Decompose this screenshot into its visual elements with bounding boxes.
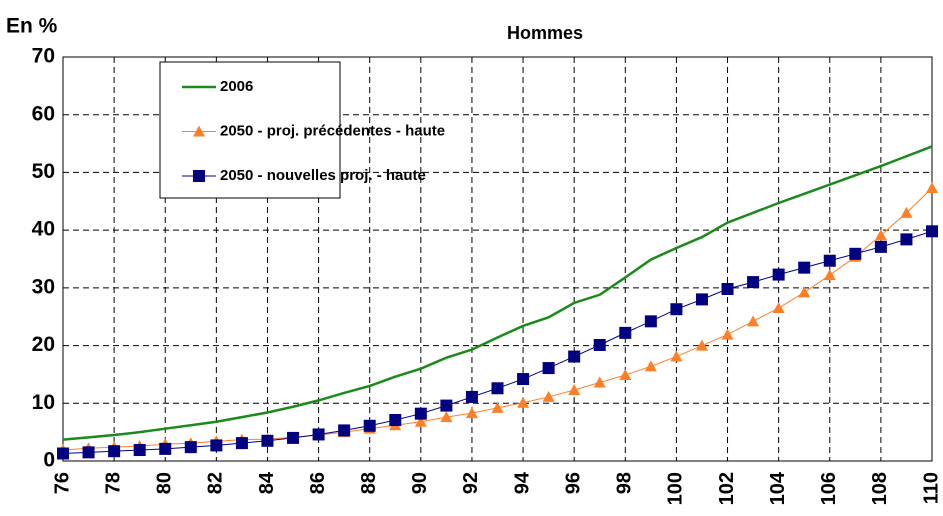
x-tick-label: 92 (460, 472, 482, 494)
square-marker (695, 293, 708, 306)
triangle-marker (721, 328, 734, 340)
chart-title: Hommes (507, 23, 583, 43)
triangle-marker (465, 407, 478, 419)
triangle-marker (593, 376, 606, 388)
square-marker (465, 390, 478, 403)
square-marker (133, 444, 146, 457)
triangle-marker (900, 206, 913, 218)
x-tick-label: 94 (511, 471, 533, 494)
x-tick-label: 84 (256, 471, 278, 494)
square-marker (108, 445, 121, 458)
square-marker (82, 446, 95, 459)
triangle-marker (695, 339, 708, 351)
square-marker (619, 326, 632, 339)
plot-frame (62, 56, 933, 462)
triangle-marker (747, 315, 760, 327)
triangle-marker (823, 269, 836, 281)
square-marker (542, 362, 555, 375)
triangle-marker (542, 390, 555, 402)
x-tick-label: 88 (358, 472, 380, 494)
legend-box (159, 61, 341, 199)
x-tick-label: 102 (716, 472, 738, 505)
triangle-marker (568, 384, 581, 396)
legend-label: 2050 - proj. précédentes - haute (220, 122, 445, 139)
x-tick-label: 78 (102, 472, 124, 494)
square-marker (747, 276, 760, 289)
x-tick-label: 110 (920, 472, 942, 504)
x-tick-label: 82 (205, 472, 227, 494)
square-marker (414, 407, 427, 420)
square-marker (491, 382, 504, 395)
triangle-marker (670, 350, 683, 362)
y-tick-label: 70 (32, 45, 55, 68)
triangle-marker (926, 182, 938, 194)
square-marker (363, 419, 376, 432)
square-marker (593, 338, 606, 351)
y-tick-label: 50 (32, 160, 55, 183)
legend-marker (193, 170, 205, 182)
square-marker (261, 434, 274, 447)
x-tick-label: 100 (665, 472, 687, 505)
square-marker (644, 315, 657, 328)
x-tick-label: 96 (562, 472, 584, 494)
legend-label: 2006 (220, 78, 253, 95)
legend-marker (193, 125, 205, 137)
square-marker (389, 414, 402, 427)
triangle-marker (644, 360, 657, 372)
triangle-marker (517, 396, 530, 408)
square-marker (823, 254, 836, 267)
y-axis-label: En % (6, 15, 58, 38)
x-tick-label: 86 (307, 472, 329, 494)
triangle-marker (772, 302, 785, 314)
y-tick-label: 10 (32, 391, 55, 414)
square-marker (772, 268, 785, 281)
x-tick-label: 106 (818, 472, 840, 505)
triangle-marker (440, 411, 453, 423)
square-marker (721, 283, 734, 296)
triangle-marker (874, 229, 887, 241)
x-tick-label: 98 (614, 472, 636, 494)
y-tick-label: 0 (43, 449, 55, 472)
legend-label: 2050 - nouvelles proj. - haute (220, 167, 426, 184)
square-marker (670, 303, 683, 316)
square-marker (440, 399, 453, 412)
y-tick-label: 40 (32, 218, 55, 241)
x-tick-label: 108 (869, 472, 891, 505)
square-marker (568, 350, 581, 363)
square-marker (926, 225, 938, 238)
x-tick-label: 90 (409, 472, 431, 494)
y-tick-label: 30 (32, 275, 55, 298)
x-tick-label: 80 (154, 472, 176, 494)
square-marker (849, 247, 862, 260)
y-tick-label: 20 (32, 333, 55, 356)
series-line (62, 145, 933, 441)
square-marker (57, 447, 69, 460)
square-marker (338, 424, 351, 437)
square-marker (159, 442, 172, 455)
square-marker (874, 240, 887, 253)
triangle-marker (798, 286, 811, 298)
square-marker (210, 439, 223, 452)
square-marker (798, 261, 811, 274)
triangle-marker (619, 369, 632, 381)
square-marker (235, 437, 248, 450)
triangle-marker (491, 401, 504, 413)
square-marker (312, 428, 325, 441)
x-tick-label: 76 (51, 472, 73, 494)
square-marker (287, 431, 300, 444)
y-tick-label: 60 (32, 102, 55, 125)
square-marker (517, 373, 530, 386)
square-marker (900, 233, 913, 246)
x-tick-label: 104 (767, 471, 789, 505)
square-marker (184, 441, 197, 454)
triangle-marker (414, 415, 427, 427)
